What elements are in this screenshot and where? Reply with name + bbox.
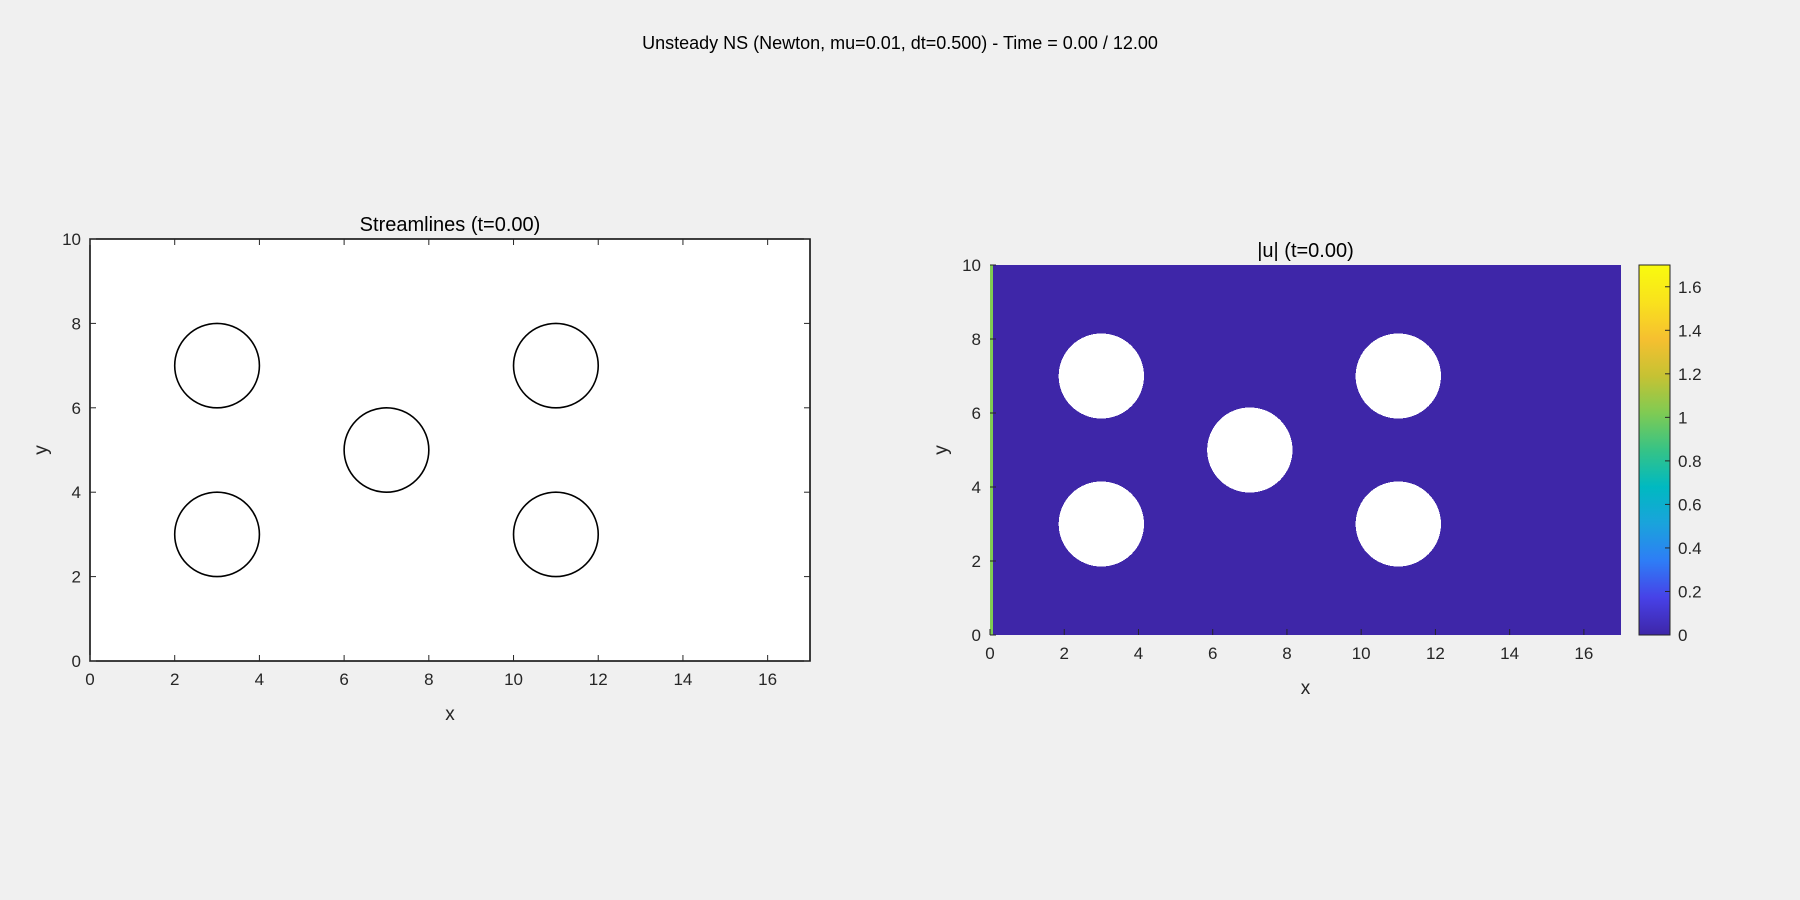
colorbar-ticks: 0 0.2 0.4 0.6 0.8 1 1.2 1.4 1.6 <box>1665 278 1702 645</box>
colorbar-tick-label: 0.4 <box>1678 539 1702 558</box>
streamlines-x-tick-label: 14 <box>673 670 692 689</box>
streamlines-y-ticks: 0 2 4 6 8 10 <box>62 230 810 671</box>
streamlines-axes: 0 2 4 6 8 10 12 14 16 0 2 4 6 8 10 Streamlines (t=0.0… <box>31 214 811 725</box>
velocity-magnitude-axes: 0 2 4 6 8 10 12 14 16 0 2 4 6 8 10 |u| (t=0.00) x y <box>931 240 1621 699</box>
streamlines-x-ticks: 0 2 4 6 8 10 12 14 16 <box>85 239 777 689</box>
velocity-y-ticks: 0 2 4 6 8 10 <box>962 256 996 645</box>
obstacle-hole <box>1058 333 1145 419</box>
streamlines-y-tick-label: 8 <box>72 314 81 333</box>
velocity-x-label: x <box>1301 678 1311 699</box>
streamlines-x-tick-label: 12 <box>589 670 608 689</box>
velocity-x-tick-label: 4 <box>1134 644 1143 663</box>
colorbar-tick-label: 1.2 <box>1678 365 1702 384</box>
velocity-x-tick-label: 10 <box>1352 644 1371 663</box>
streamlines-y-tick-label: 6 <box>72 399 81 418</box>
velocity-y-tick-label: 10 <box>962 256 981 275</box>
streamlines-y-tick-label: 2 <box>72 568 81 587</box>
colorbar-gradient <box>1638 264 1671 636</box>
obstacle-hole <box>1355 481 1441 567</box>
velocity-y-tick-label: 8 <box>972 330 981 349</box>
streamlines-y-tick-label: 4 <box>72 483 81 502</box>
colorbar-tick-label: 1.6 <box>1678 278 1702 297</box>
obstacle-outline <box>173 322 261 409</box>
obstacle-hole <box>1207 407 1293 493</box>
colorbar: 0 0.2 0.4 0.6 0.8 1 1.2 1.4 1.6 <box>1638 264 1702 645</box>
streamlines-axes-frame <box>89 238 811 662</box>
velocity-x-tick-label: 14 <box>1500 644 1519 663</box>
velocity-x-ticks: 0 2 4 6 8 10 12 14 16 <box>985 629 1593 663</box>
obstacle-outline <box>512 491 600 578</box>
velocity-magnitude-title: |u| (t=0.00) <box>1257 240 1354 262</box>
velocity-x-tick-label: 16 <box>1574 644 1593 663</box>
streamlines-x-tick-label: 8 <box>424 670 433 689</box>
streamlines-x-tick-label: 4 <box>255 670 264 689</box>
velocity-inlet-strip <box>990 265 993 635</box>
velocity-x-tick-label: 8 <box>1282 644 1291 663</box>
streamlines-x-tick-label: 2 <box>170 670 179 689</box>
streamlines-x-tick-label: 16 <box>758 670 777 689</box>
velocity-x-tick-label: 6 <box>1208 644 1217 663</box>
colorbar-tick-label: 0.2 <box>1678 582 1702 601</box>
obstacle-outline <box>173 491 261 578</box>
colorbar-tick-label: 1 <box>1678 408 1687 427</box>
obstacle-outline <box>343 406 430 493</box>
colorbar-tick-label: 0.6 <box>1678 495 1702 514</box>
velocity-y-tick-label: 4 <box>972 478 981 497</box>
velocity-x-tick-label: 2 <box>1060 644 1069 663</box>
colorbar-tick-label: 0.8 <box>1678 452 1702 471</box>
streamlines-x-tick-label: 10 <box>504 670 523 689</box>
obstacle-hole <box>1355 333 1441 419</box>
velocity-y-tick-label: 0 <box>972 626 981 645</box>
obstacle-hole <box>1058 481 1145 567</box>
streamlines-y-tick-label: 0 <box>72 652 81 671</box>
colorbar-tick-label: 0 <box>1678 626 1687 645</box>
velocity-x-tick-label: 12 <box>1426 644 1445 663</box>
obstacle-outline <box>512 322 600 409</box>
streamlines-y-tick-label: 10 <box>62 230 81 249</box>
streamlines-title: Streamlines (t=0.00) <box>360 214 541 236</box>
velocity-obstacle-holes <box>1058 333 1441 567</box>
streamlines-obstacles <box>173 322 600 578</box>
streamlines-x-tick-label: 0 <box>85 670 94 689</box>
streamlines-plot-area <box>90 239 810 661</box>
colorbar-tick-label: 1.4 <box>1678 321 1702 340</box>
figure-title: Unsteady NS (Newton, mu=0.01, dt=0.500) … <box>642 33 1158 53</box>
streamlines-x-tick-label: 6 <box>339 670 348 689</box>
velocity-y-label: y <box>931 445 952 455</box>
velocity-x-tick-label: 0 <box>985 644 994 663</box>
streamlines-x-label: x <box>445 704 455 725</box>
velocity-y-tick-label: 2 <box>972 552 981 571</box>
velocity-magnitude-field <box>990 265 1621 635</box>
velocity-y-tick-label: 6 <box>972 404 981 423</box>
streamlines-y-label: y <box>31 445 52 455</box>
